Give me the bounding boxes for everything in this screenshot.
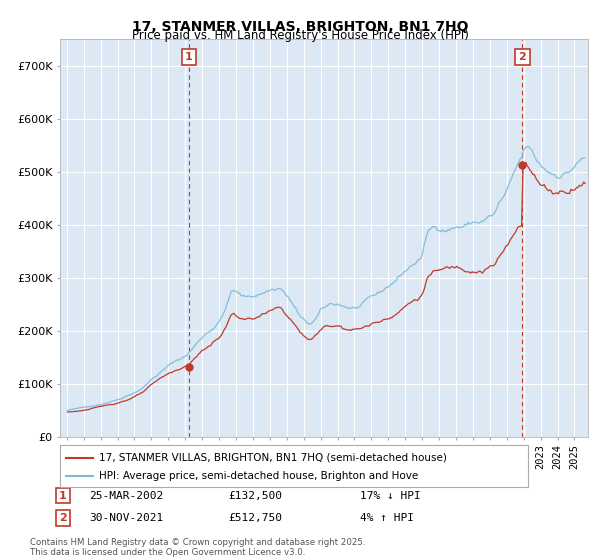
Text: 17% ↓ HPI: 17% ↓ HPI [360,491,421,501]
Text: 2: 2 [59,513,67,523]
Text: 2: 2 [518,52,526,62]
Text: 17, STANMER VILLAS, BRIGHTON, BN1 7HQ (semi-detached house): 17, STANMER VILLAS, BRIGHTON, BN1 7HQ (s… [99,452,447,463]
Text: 1: 1 [59,491,67,501]
Text: £512,750: £512,750 [228,513,282,523]
Text: 4% ↑ HPI: 4% ↑ HPI [360,513,414,523]
Text: 30-NOV-2021: 30-NOV-2021 [89,513,163,523]
Text: Contains HM Land Registry data © Crown copyright and database right 2025.
This d: Contains HM Land Registry data © Crown c… [30,538,365,557]
Text: 25-MAR-2002: 25-MAR-2002 [89,491,163,501]
Text: 1: 1 [185,52,193,62]
Text: £132,500: £132,500 [228,491,282,501]
Text: HPI: Average price, semi-detached house, Brighton and Hove: HPI: Average price, semi-detached house,… [99,471,418,481]
Text: 17, STANMER VILLAS, BRIGHTON, BN1 7HQ: 17, STANMER VILLAS, BRIGHTON, BN1 7HQ [132,20,468,34]
Text: Price paid vs. HM Land Registry's House Price Index (HPI): Price paid vs. HM Land Registry's House … [131,29,469,42]
